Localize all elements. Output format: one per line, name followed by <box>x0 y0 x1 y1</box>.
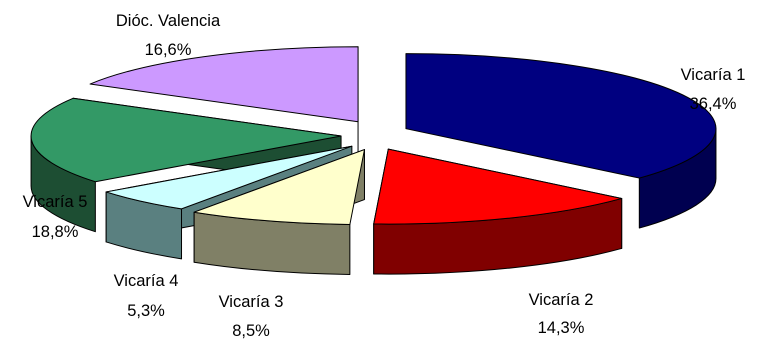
pie-slice-vicaria-2-top <box>373 148 623 225</box>
pie-slice-vicaria-1 <box>405 53 717 229</box>
slice-label-vicaria-2-value: 14,3% <box>538 319 585 337</box>
slice-label-vicaria-1-value: 36,4% <box>690 95 737 113</box>
pie-slice-dioc-valencia-top <box>89 46 359 123</box>
slice-label-dioc-valencia-name: Dióc. Valencia <box>116 12 221 30</box>
slice-label-vicaria-3-name: Vicaría 3 <box>219 293 284 311</box>
slice-label-vicaria-5-name: Vicaría 5 <box>23 193 88 211</box>
pie-slice-vicaria-4 <box>105 145 353 260</box>
pie-slice-vicaria-5-top <box>30 97 342 183</box>
slice-label-dioc-valencia-value: 16,6% <box>145 41 192 59</box>
slice-label-vicaria-2-name: Vicaría 2 <box>529 291 594 309</box>
slice-label-vicaria-4-value: 5,3% <box>127 302 165 320</box>
slice-label-vicaria-4-name: Vicaría 4 <box>114 272 179 290</box>
pie-slice-vicaria-3 <box>193 149 365 275</box>
pie-slice-vicaria-4-top <box>105 145 353 210</box>
pie-slices <box>30 46 717 275</box>
slice-labels: Vicaría 1 36,4% Vicaría 2 14,3% Vicaría … <box>23 12 746 340</box>
slice-label-vicaria-3-value: 8,5% <box>232 322 270 340</box>
pie-slice-vicaria-2 <box>373 148 623 275</box>
pie-slice-vicaria-1-top <box>405 53 717 179</box>
slice-label-vicaria-5-value: 18,8% <box>32 223 79 241</box>
slice-label-vicaria-1-name: Vicaría 1 <box>681 66 746 84</box>
pie-slice-vicaria-3-top <box>193 149 365 225</box>
